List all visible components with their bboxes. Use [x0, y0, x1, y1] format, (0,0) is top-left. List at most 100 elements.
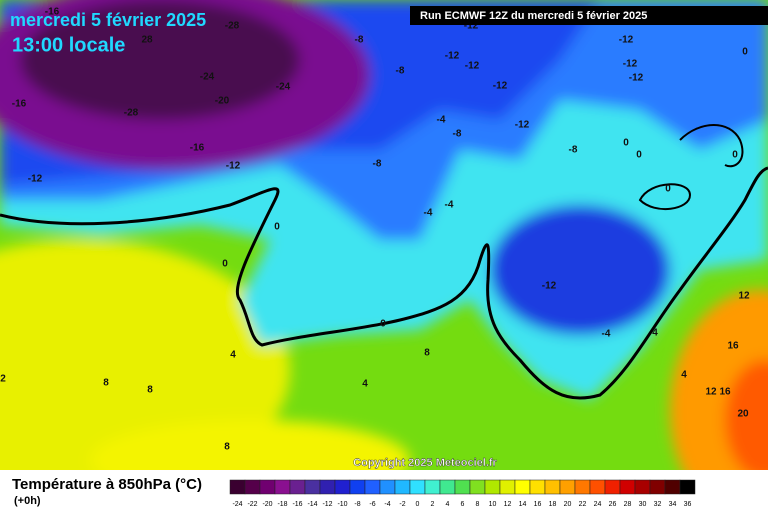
forecast-step: (+0h) [14, 495, 41, 507]
colorbar-tick-label: -12 [322, 501, 332, 508]
contour-label: -12 [623, 59, 638, 70]
colorbar-swatch [259, 479, 276, 495]
contour-label: 0 [380, 319, 386, 330]
contour-label: -16 [190, 143, 205, 154]
contour-label: -12 [542, 281, 557, 292]
colorbar-swatch [349, 479, 366, 495]
colorbar-swatch [559, 479, 576, 495]
colorbar-swatch [274, 479, 291, 495]
colorbar-tick-label: 30 [639, 501, 647, 508]
contour-label: 8 [147, 385, 153, 396]
colorbar-tick-label: 6 [461, 501, 465, 508]
contour-label: -8 [453, 129, 462, 140]
colorbar-tick-label: 2 [431, 501, 435, 508]
colorbar-tick-label: 26 [609, 501, 617, 508]
contour-label: 4 [362, 379, 368, 390]
colorbar-swatch [319, 479, 336, 495]
colorbar-swatch [664, 479, 681, 495]
colorbar-swatch [379, 479, 396, 495]
colorbar-swatch [304, 479, 321, 495]
colorbar-tick-label: -4 [384, 501, 390, 508]
colorbar-tick-label: -10 [337, 501, 347, 508]
colorbar-swatch [484, 479, 501, 495]
contour-label: -12 [619, 35, 634, 46]
contour-label: -4 [437, 115, 446, 126]
colorbar: -24 -22 -20 -18 -16 -14 -12 -10 -8 -6 -4 -2 0 2 4 6 8 10 1… [229, 479, 696, 508]
colorbar-tick-label: 8 [476, 501, 480, 508]
colorbar-swatch [514, 479, 531, 495]
contour-label: 16 [727, 341, 739, 352]
zero-contour-loop [679, 124, 744, 168]
colorbar-tick-label: -6 [369, 501, 375, 508]
colorbar-swatch [589, 479, 606, 495]
colorbar-tick-label: -2 [399, 501, 405, 508]
map-date: mercredi 5 février 2025 [10, 10, 206, 30]
contour-label: 12 [738, 291, 750, 302]
colorbar-tick-label: 22 [579, 501, 587, 508]
map-time: 13:00 locale [12, 34, 125, 56]
colorbar-tick-label: 20 [564, 501, 572, 508]
colorbar-swatch [634, 479, 651, 495]
colorbar-swatch [529, 479, 546, 495]
legend-title: Température à 850hPa (°C) [12, 476, 202, 493]
colorbar-swatch [649, 479, 666, 495]
contour-label: -8 [396, 66, 405, 77]
contour-label: -20 [215, 96, 230, 107]
colorbar-tick-label: 12 [504, 501, 512, 508]
contour-label: 0 [636, 150, 642, 161]
colorbar-swatch [469, 479, 486, 495]
contour-label: -8 [373, 159, 382, 170]
contour-label: 4 [230, 350, 236, 361]
colorbar-tick-label: 32 [654, 501, 662, 508]
colorbar-swatch [619, 479, 636, 495]
contour-label: -8 [355, 35, 364, 46]
colorbar-tick-label: 34 [669, 501, 677, 508]
colorbar-tick-label: -14 [307, 501, 317, 508]
contour-label: -16 [12, 99, 27, 110]
colorbar-tick-label: 0 [416, 501, 420, 508]
run-banner [410, 6, 768, 25]
zero-contour [0, 166, 768, 400]
colorbar-tick-label: 14 [519, 501, 527, 508]
colorbar-tick-label: -22 [247, 501, 257, 508]
contour-label: 0 [274, 222, 280, 233]
colorbar-swatch [454, 479, 471, 495]
contour-label: -28 [225, 21, 240, 32]
contour-label: 2 [0, 374, 6, 385]
contour-label: 12 [705, 387, 717, 398]
contour-label: 8 [103, 378, 109, 389]
colorbar-swatch [229, 479, 246, 495]
contour-label: -12 [464, 21, 479, 32]
contour-label: -12 [226, 161, 241, 172]
colorbar-tick-label: 28 [624, 501, 632, 508]
copyright: Copyright 2025 Meteociel.fr [353, 457, 497, 469]
contour-label: 16 [719, 387, 731, 398]
contour-label: -12 [493, 81, 508, 92]
colorbar-swatch [364, 479, 381, 495]
colorbar-swatch [544, 479, 561, 495]
colorbar-swatch [499, 479, 516, 495]
contour-label: 8 [424, 348, 430, 359]
colorbar-swatch [424, 479, 441, 495]
contour-label: 4 [681, 370, 687, 381]
contour-label: -12 [445, 51, 460, 62]
contour-label: 0 [732, 150, 738, 161]
colorbar-tick-label: 24 [594, 501, 602, 508]
colorbar-tick-label: 10 [489, 501, 497, 508]
contour-label: 28 [141, 35, 153, 46]
contour-label: -4 [602, 329, 611, 340]
colorbar-tick-label: -18 [277, 501, 287, 508]
contour-label: -12 [629, 73, 644, 84]
contour-label: 4 [652, 328, 658, 339]
contour-labels: -28-1628-24-24-20-16-28-16-12-12-8-8-12-… [0, 7, 750, 453]
colorbar-swatch [244, 479, 261, 495]
colorbar-swatch [289, 479, 306, 495]
colorbar-tick-label: -24 [232, 501, 242, 508]
contour-label: 20 [737, 409, 749, 420]
zero-contour-loop [638, 183, 692, 211]
contour-label: -24 [200, 72, 215, 83]
contour-label: -4 [445, 200, 454, 211]
